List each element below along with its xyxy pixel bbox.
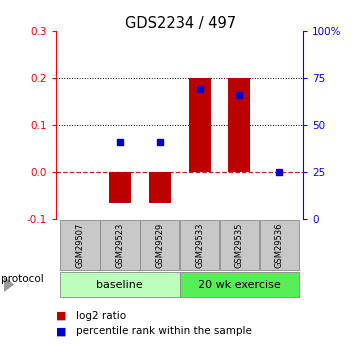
FancyBboxPatch shape xyxy=(260,220,299,270)
Text: GSM29507: GSM29507 xyxy=(75,222,84,268)
Text: percentile rank within the sample: percentile rank within the sample xyxy=(76,326,252,336)
Text: GDS2234 / 497: GDS2234 / 497 xyxy=(125,16,236,30)
Text: GSM29523: GSM29523 xyxy=(115,222,124,268)
FancyBboxPatch shape xyxy=(140,220,179,270)
FancyBboxPatch shape xyxy=(100,220,139,270)
FancyBboxPatch shape xyxy=(60,220,100,270)
Text: baseline: baseline xyxy=(96,280,143,289)
Text: ■: ■ xyxy=(56,326,70,336)
Bar xyxy=(229,78,251,172)
Bar xyxy=(149,172,171,203)
FancyBboxPatch shape xyxy=(180,220,219,270)
FancyBboxPatch shape xyxy=(60,272,180,297)
Polygon shape xyxy=(4,278,13,291)
FancyBboxPatch shape xyxy=(180,272,299,297)
Text: GSM29536: GSM29536 xyxy=(275,222,284,268)
Text: GSM29535: GSM29535 xyxy=(235,222,244,268)
Bar xyxy=(109,172,131,203)
Text: 20 wk exercise: 20 wk exercise xyxy=(198,280,281,289)
Text: log2 ratio: log2 ratio xyxy=(76,311,126,321)
Bar xyxy=(188,78,210,172)
FancyBboxPatch shape xyxy=(220,220,259,270)
Text: protocol: protocol xyxy=(1,274,44,284)
Text: ■: ■ xyxy=(56,311,70,321)
Text: GSM29529: GSM29529 xyxy=(155,222,164,268)
Text: GSM29533: GSM29533 xyxy=(195,222,204,268)
